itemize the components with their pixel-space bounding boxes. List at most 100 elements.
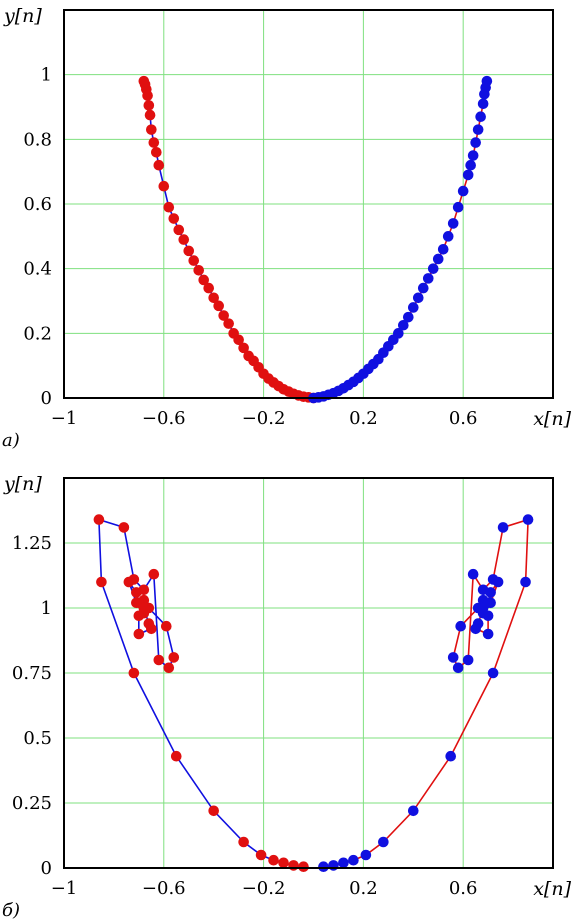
y-tick-label: 0 — [41, 388, 52, 409]
series-0-point — [168, 652, 180, 663]
series-0-point — [143, 100, 155, 111]
series-1-point — [485, 587, 496, 598]
x-tick-label: −0.6 — [142, 878, 186, 899]
series-1-point — [452, 201, 464, 213]
series-0-point — [188, 255, 200, 266]
y-tick-label: 1 — [41, 65, 52, 86]
tick-labels: −1 −0.6 −0.2 0.2 0.6 0 0.2 0.4 0.6 0.8 1 — [23, 65, 477, 429]
series-0-line — [98, 518, 304, 868]
series-0-point — [160, 620, 172, 632]
series-0-point — [123, 576, 135, 588]
series-1-point — [465, 159, 476, 171]
panel-label: a) — [2, 430, 20, 451]
y-tick-label: 0.75 — [12, 663, 52, 684]
x-tick-label: 0.6 — [449, 408, 478, 429]
series-1-point — [402, 311, 414, 323]
x-tick-label: 0.2 — [349, 878, 378, 899]
plot-frame — [63, 9, 554, 399]
series-0-point — [163, 662, 175, 674]
x-axis-label: x[n] — [533, 408, 571, 430]
data-points — [138, 75, 493, 404]
series-1-point — [470, 137, 481, 148]
panel-b: −1 −0.6 −0.2 0.2 0.6 0 0.25 0.5 0.75 1 1.25 y[n] x… — [2, 473, 572, 921]
series-1-point — [328, 860, 339, 871]
y-tick-label: 0 — [41, 858, 52, 879]
series-1-point — [442, 231, 454, 242]
tick-labels: −1 −0.6 −0.2 0.2 0.6 0 0.25 0.5 0.75 1 1.25 — [12, 533, 478, 899]
series-0-point — [96, 576, 107, 588]
y-axis-label: y[n] — [3, 473, 42, 495]
y-tick-label: 1.25 — [12, 533, 52, 554]
series-1-point — [447, 652, 459, 663]
series-0-point — [298, 861, 309, 872]
y-tick-label: 0.4 — [23, 259, 52, 280]
panel-label: б) — [2, 900, 20, 921]
x-tick-label: −0.6 — [142, 408, 186, 429]
series-1-point — [492, 576, 504, 588]
series-1-point — [462, 169, 474, 181]
series-0-point — [208, 292, 219, 304]
series-1-point — [472, 124, 484, 135]
plot-frame — [63, 477, 554, 869]
series-1-point — [477, 602, 489, 614]
series-1-point — [482, 628, 494, 640]
series-0-point — [223, 318, 234, 329]
y-tick-label: 1 — [41, 598, 52, 619]
series-1-point — [398, 319, 409, 331]
series-1-point — [522, 514, 534, 525]
series-0-point — [170, 750, 182, 762]
series-0-point — [168, 213, 180, 224]
series-1-point — [360, 849, 372, 861]
series-0-point — [213, 300, 224, 312]
series-0-point — [178, 234, 190, 245]
series-0-point — [146, 124, 157, 135]
series-1-point — [417, 282, 429, 294]
series-0-point — [153, 654, 165, 666]
series-0-point — [142, 90, 153, 101]
series-0-point — [203, 282, 215, 294]
series-0-point — [268, 854, 279, 866]
series-1-point — [407, 302, 419, 313]
series-0-point — [238, 836, 249, 848]
y-tick-label: 0.5 — [23, 728, 52, 749]
series-1-point — [338, 857, 349, 869]
series-1-point — [497, 522, 509, 533]
series-0-point — [151, 146, 162, 158]
series-1-point — [520, 576, 531, 588]
series-1-point — [422, 273, 434, 284]
series-1-point — [455, 620, 466, 632]
series-0-point — [138, 602, 150, 614]
y-tick-label: 0.6 — [23, 194, 52, 215]
series-1-point — [482, 610, 494, 622]
series-0-point — [158, 180, 170, 192]
series-0-point — [208, 805, 219, 817]
series-0-point — [148, 137, 160, 148]
series-1-point — [393, 328, 404, 339]
series-0-point — [173, 224, 185, 236]
series-0-point — [93, 514, 105, 525]
series-1-point — [462, 654, 474, 666]
series-1-point — [467, 568, 479, 580]
series-1-point — [470, 623, 481, 635]
x-tick-label: −1 — [51, 878, 78, 899]
series-0-point — [118, 522, 130, 533]
grid-lines — [64, 10, 553, 398]
series-0-point — [238, 342, 249, 354]
y-tick-label: 0.2 — [23, 323, 52, 344]
series-1-point — [318, 861, 329, 872]
x-tick-label: 0.6 — [449, 878, 478, 899]
series-1-point — [475, 111, 486, 122]
x-tick-label: −0.2 — [242, 408, 286, 429]
series-1-point — [432, 253, 444, 265]
series-lines — [98, 518, 529, 868]
series-lines — [143, 80, 488, 399]
y-tick-label: 0.25 — [12, 793, 52, 814]
series-1-point — [447, 218, 459, 229]
series-0-point — [193, 264, 205, 276]
series-0-point — [278, 857, 289, 869]
series-1-point — [452, 662, 464, 674]
x-tick-label: 0.2 — [349, 408, 378, 429]
series-0-point — [148, 568, 160, 580]
series-0-point — [153, 159, 165, 171]
